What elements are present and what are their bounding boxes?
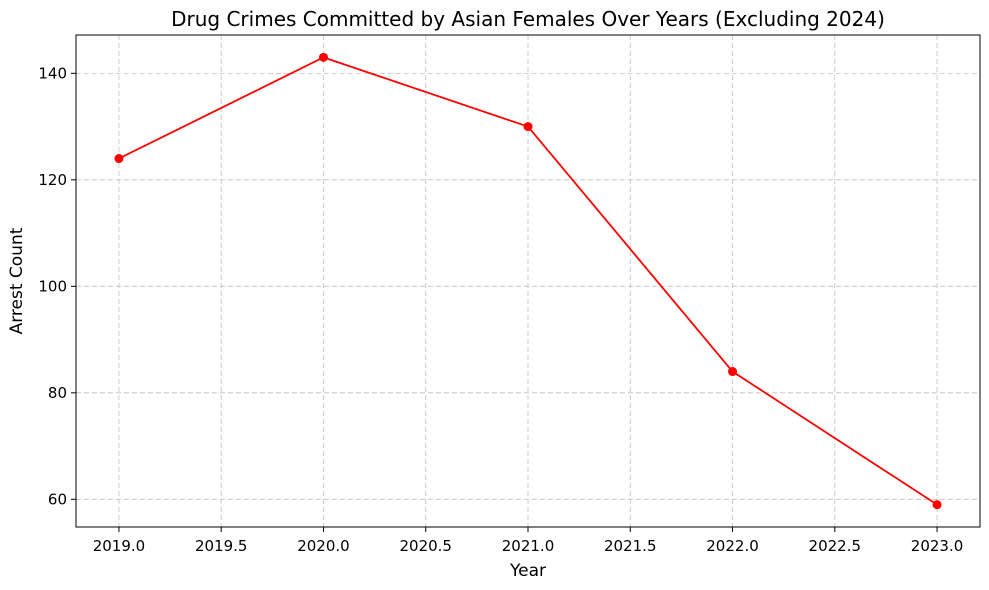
x-axis-ticks: 2019.0 2019.5 2020.0 2020.5 2021.0 2021.5 2022… [93,527,964,555]
data-point [728,367,738,377]
chart-title: Drug Crimes Committed by Asian Females O… [171,7,885,31]
y-tick-label: 80 [48,384,67,402]
x-tick-label: 2022.5 [809,537,862,555]
x-tick-label: 2021.0 [502,537,555,555]
x-tick-label: 2020.5 [399,537,452,555]
x-tick-label: 2022.0 [706,537,759,555]
data-point [114,154,124,164]
x-tick-label: 2019.5 [195,537,248,555]
x-tick-label: 2023.0 [911,537,964,555]
y-tick-label: 120 [38,171,67,189]
y-tick-label: 100 [38,277,67,295]
y-axis-label: Arrest Count [7,227,27,334]
x-tick-label: 2021.5 [604,537,657,555]
y-axis-ticks: 60 80 100 120 140 [38,64,76,508]
x-tick-label: 2019.0 [93,537,146,555]
data-point [318,52,328,62]
data-point [523,122,533,132]
data-point [932,500,942,510]
y-tick-label: 60 [48,490,67,508]
x-axis-label: Year [509,561,546,581]
y-tick-label: 140 [38,64,67,82]
grid-lines [76,35,980,527]
data-series [114,52,942,510]
x-tick-label: 2020.0 [297,537,350,555]
